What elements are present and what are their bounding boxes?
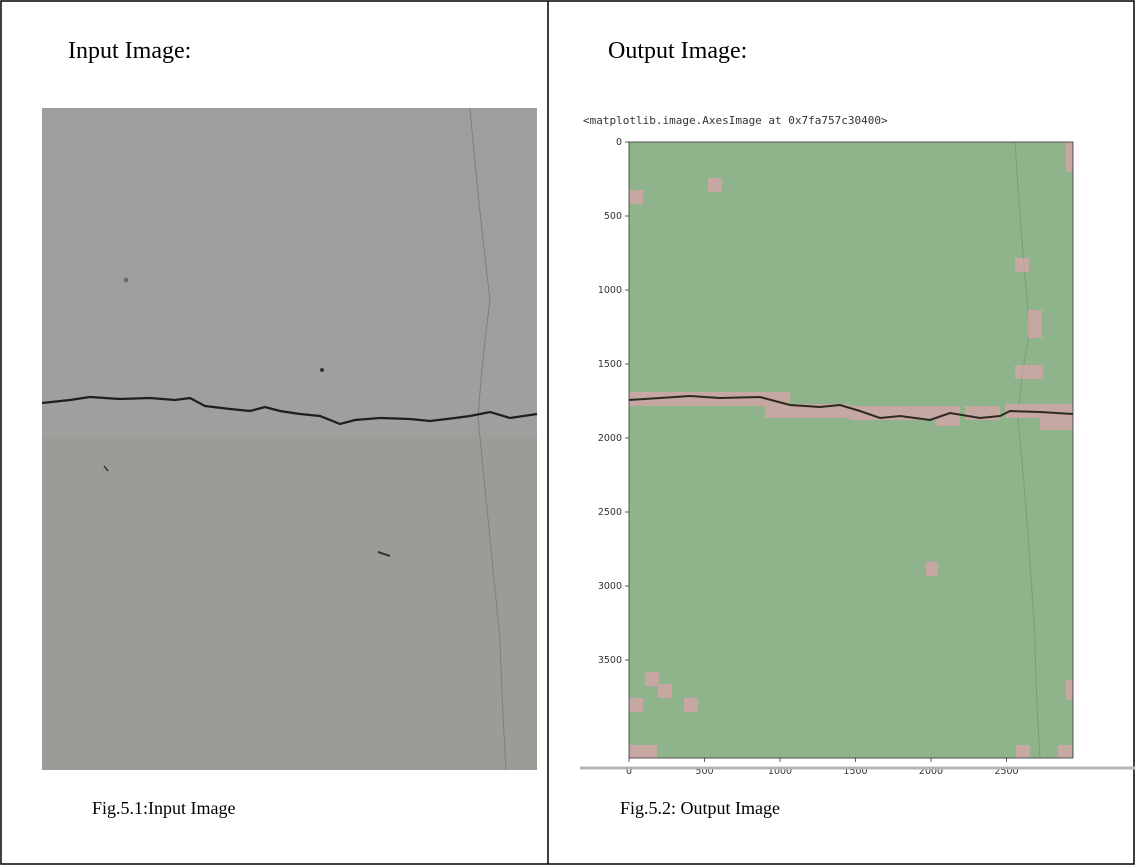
axis-ticks: 0 500 1000 1500 2000 2500 3000 3500 0 500 1000 1500… — [598, 137, 1019, 777]
y-tick-label: 3500 — [598, 655, 622, 666]
x-tick-label: 2000 — [919, 766, 943, 777]
x-tick-label: 2500 — [994, 766, 1018, 777]
y-tick-label: 2500 — [598, 507, 622, 518]
y-tick-label: 0 — [616, 137, 622, 148]
x-tick-label: 1000 — [768, 766, 792, 777]
caption: Fig.5.1:Input Image — [92, 798, 235, 818]
x-tick-label: 0 — [626, 766, 632, 777]
heading: Output Image: — [608, 38, 747, 64]
caption: Fig.5.2: Output Image — [620, 798, 780, 818]
x-tick-label: 500 — [695, 766, 713, 777]
input-image — [41, 107, 538, 771]
y-tick-label: 2000 — [598, 433, 622, 444]
y-tick-label: 3000 — [598, 581, 622, 592]
x-tick-label: 1500 — [843, 766, 867, 777]
y-tick-label: 1000 — [598, 285, 622, 296]
y-tick-label: 1500 — [598, 359, 622, 370]
heading: Input Image: — [68, 38, 191, 64]
console-output: <matplotlib.image.AxesImage at 0x7fa757c… — [583, 114, 888, 127]
y-tick-label: 500 — [604, 211, 622, 222]
output-image — [628, 141, 1074, 759]
